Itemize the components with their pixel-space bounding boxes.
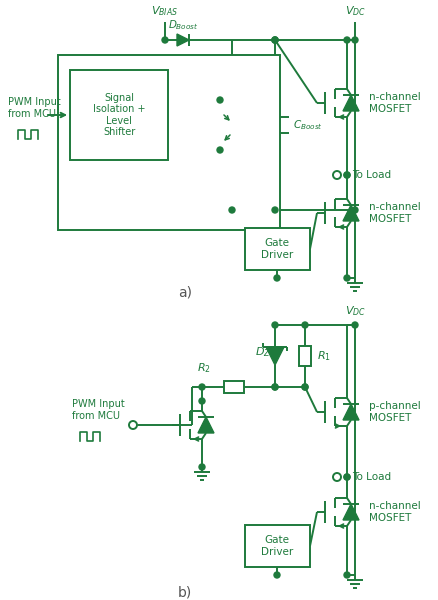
Circle shape (199, 398, 205, 404)
Circle shape (217, 147, 223, 153)
Circle shape (272, 37, 278, 43)
Text: n-channel
MOSFET: n-channel MOSFET (369, 92, 421, 114)
Circle shape (344, 572, 350, 578)
Text: $R_1$: $R_1$ (317, 349, 331, 363)
Circle shape (272, 37, 278, 43)
Circle shape (272, 37, 278, 43)
Text: PWM Input
from MCU: PWM Input from MCU (8, 97, 61, 119)
Text: n-channel
MOSFET: n-channel MOSFET (369, 501, 421, 523)
Circle shape (272, 207, 278, 213)
Bar (245, 228, 310, 270)
Circle shape (344, 474, 350, 480)
Circle shape (352, 207, 358, 213)
Text: $V_{DC}$: $V_{DC}$ (345, 4, 365, 18)
Text: To Load: To Load (352, 472, 391, 482)
Text: $D_Z$: $D_Z$ (255, 345, 271, 359)
Circle shape (333, 473, 341, 481)
Text: p-channel
MOSFET: p-channel MOSFET (369, 401, 421, 423)
Circle shape (274, 275, 280, 281)
Circle shape (217, 97, 223, 103)
Circle shape (272, 322, 278, 328)
Circle shape (199, 464, 205, 470)
Circle shape (272, 384, 278, 390)
Bar (299, 346, 311, 366)
Circle shape (302, 322, 308, 328)
Text: n-channel
MOSFET: n-channel MOSFET (369, 202, 421, 224)
Bar (245, 525, 310, 567)
Circle shape (274, 572, 280, 578)
Circle shape (344, 275, 350, 281)
Bar (58, 55, 280, 230)
Circle shape (272, 384, 278, 390)
Circle shape (199, 384, 205, 390)
Circle shape (344, 172, 350, 178)
Circle shape (344, 37, 350, 43)
Bar (70, 70, 168, 160)
Circle shape (344, 172, 350, 178)
Circle shape (302, 384, 308, 390)
Text: To Load: To Load (352, 170, 391, 180)
Polygon shape (198, 417, 214, 433)
Text: a): a) (178, 286, 192, 300)
Circle shape (302, 384, 308, 390)
Circle shape (129, 421, 137, 429)
Circle shape (352, 322, 358, 328)
Text: $V_{BIAS}$: $V_{BIAS}$ (152, 4, 179, 18)
Circle shape (352, 37, 358, 43)
Text: $V_{DC}$: $V_{DC}$ (345, 304, 365, 318)
Polygon shape (266, 347, 284, 365)
Polygon shape (343, 205, 359, 221)
Text: Gate
Driver: Gate Driver (261, 535, 293, 557)
Circle shape (344, 474, 350, 480)
Text: Signal
Isolation +
Level
Shifter: Signal Isolation + Level Shifter (93, 92, 145, 137)
Circle shape (333, 171, 341, 179)
Polygon shape (343, 504, 359, 520)
Polygon shape (343, 95, 359, 111)
Text: PWM Input
from MCU: PWM Input from MCU (72, 399, 125, 421)
Bar (223, 381, 244, 393)
Text: $C_{Boost}$: $C_{Boost}$ (293, 118, 323, 132)
Text: $R_2$: $R_2$ (197, 361, 211, 375)
Text: Gate
Driver: Gate Driver (261, 238, 293, 260)
Circle shape (162, 37, 168, 43)
Text: b): b) (178, 585, 192, 599)
Circle shape (229, 207, 235, 213)
Polygon shape (177, 34, 189, 46)
Polygon shape (343, 404, 359, 420)
Text: $D_{Boost}$: $D_{Boost}$ (168, 18, 198, 32)
